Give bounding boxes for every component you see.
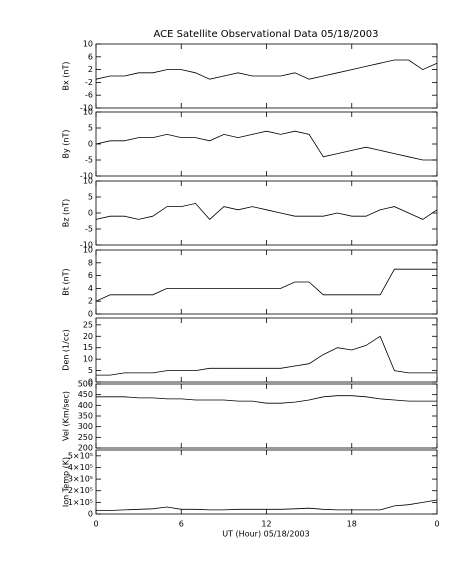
y-tick-label: 10 [83,40,93,49]
y-tick-label: 25 [83,320,93,329]
data-line [95,268,437,302]
x-tick-label: 0 [93,520,98,529]
panel-frame [95,249,438,315]
panel-frame [95,111,438,177]
y-tick-label: 3×10⁵ [68,475,93,484]
y-tick-label: -2 [85,78,93,87]
y-tick-label: 250 [78,433,93,442]
x-tick-label: 12 [261,520,271,529]
data-line [96,499,438,511]
y-tick-label: 10 [83,177,93,186]
data-line [95,202,438,220]
y-tick-label: 400 [78,401,93,410]
chart-title: ACE Satellite Observational Data 05/18/2… [154,29,379,40]
y-tick-label: 5 [88,193,93,202]
y-axis-label: Vel (Km/sec) [62,391,71,441]
y-tick-label: 300 [78,422,93,431]
panel-frame [95,180,438,246]
y-tick-label: 1×10⁵ [68,498,93,507]
x-tick-label: 6 [179,520,184,529]
y-tick-label: 10 [83,108,93,117]
y-tick-label: -5 [85,225,93,234]
y-tick-label: 200 [78,444,93,453]
y-tick-label: 5 [88,124,93,133]
y-axis-label: Bx (nT) [62,62,71,91]
data-line [96,335,437,376]
x-tick-label: 18 [347,520,357,529]
y-tick-label: 2 [88,297,93,306]
y-tick-label: 10 [83,355,93,364]
x-axis-label: UT (Hour) 05/18/2003 [222,530,309,539]
y-tick-label: -10 [80,104,93,113]
y-axis-label: Den (1/cc) [62,329,71,371]
y-axis-label: By (nT) [62,130,71,159]
y-tick-label: 0 [88,209,93,218]
y-tick-label: 0 [88,310,93,319]
y-tick-label: 0 [88,140,93,149]
y-tick-label: 15 [83,343,93,352]
y-tick-label: 350 [78,412,93,421]
y-tick-label: -10 [80,172,93,181]
y-tick-label: 6 [88,271,93,280]
x-tick-label: 0 [434,520,439,529]
y-tick-label: 5 [88,366,93,375]
y-tick-label: 5×10⁵ [68,451,93,460]
y-tick-label: 0 [88,378,93,387]
data-line [96,395,437,404]
y-axis-label: Ion Temp (K) [62,457,71,507]
panel-frame [95,449,438,515]
data-line [95,130,437,161]
y-tick-label: 0 [88,510,93,519]
data-line [95,59,438,80]
y-tick-label: 450 [78,390,93,399]
y-tick-label: -10 [80,241,93,250]
y-tick-label: 6 [88,52,93,61]
y-tick-label: 8 [88,258,93,267]
y-axis-label: Bt (nT) [62,268,71,295]
y-tick-label: 10 [83,246,93,255]
y-tick-label: 20 [83,332,93,341]
y-tick-label: 4 [88,284,93,293]
y-tick-label: 500 [78,380,93,389]
y-tick-label: -6 [85,91,93,100]
y-axis-label: Bz (nT) [62,199,71,227]
y-tick-label: -5 [85,156,93,165]
y-tick-label: 2×10⁵ [68,486,93,495]
y-tick-label: 4×10⁵ [68,463,93,472]
panel-frame [95,383,438,449]
y-tick-label: 2 [88,65,93,74]
